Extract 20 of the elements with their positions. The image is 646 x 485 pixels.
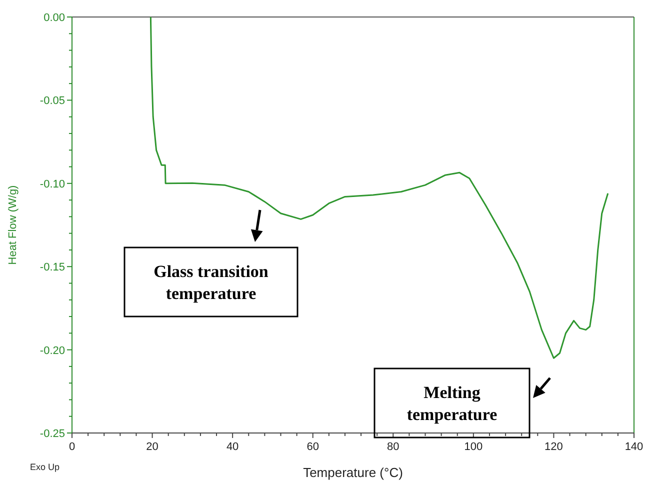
- x-tick-label: 40: [226, 441, 239, 453]
- y-tick-label: -0.15: [40, 262, 65, 274]
- annotation: Melting temperature: [406, 383, 498, 424]
- y-tick-label: -0.05: [40, 95, 65, 108]
- y-axis-title: Heat Flow (W/g): [7, 185, 19, 265]
- x-tick-label: 80: [387, 441, 400, 453]
- x-tick-label: 0: [68, 441, 76, 453]
- x-tick-label: 20: [146, 441, 158, 453]
- y-tick-label: -0.25: [40, 428, 65, 440]
- y-tick-label: -0.10: [40, 178, 65, 190]
- text: Exo Up: [30, 462, 60, 472]
- y-tick-label: -0.20: [40, 344, 65, 357]
- x-tick-label: 120: [544, 441, 563, 453]
- y-tick-label: 0.00: [44, 12, 65, 24]
- x-axis-title: Temperature (°C): [303, 465, 403, 480]
- x-tick-label: 140: [624, 441, 644, 453]
- x-tick-label: 100: [464, 441, 483, 453]
- annotation: Glass transition temperature: [154, 262, 269, 303]
- x-tick-label: 60: [306, 441, 319, 453]
- line-series: [150, 16, 609, 359]
